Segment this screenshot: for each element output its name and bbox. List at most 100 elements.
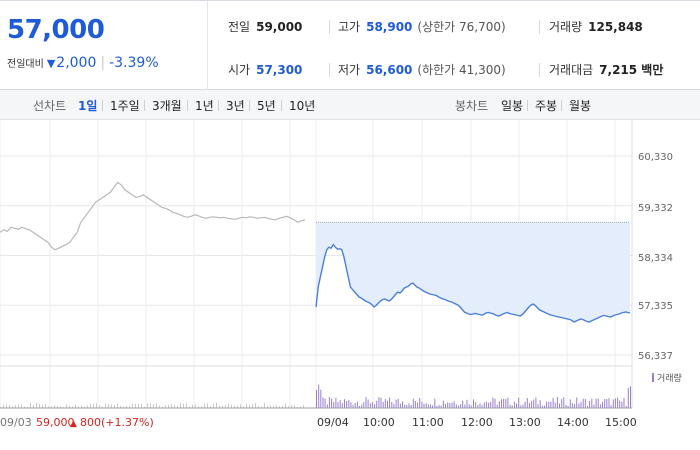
y-tick-label: 58,334	[638, 253, 673, 264]
volume-bar	[123, 406, 124, 408]
volume-bar	[189, 406, 190, 408]
volume-bar	[18, 404, 19, 408]
volume-bar	[99, 405, 100, 408]
open-value: 57,300	[256, 63, 303, 77]
price-box: 57,000 전일대비 ▼2,000 | -3.39%	[0, 1, 208, 90]
volume-bar	[402, 401, 403, 408]
volume-bar	[147, 403, 148, 408]
volume-bar	[240, 404, 241, 408]
volume-bar	[174, 405, 175, 408]
candle-monthly[interactable]: 월봉	[569, 99, 592, 113]
volume-bar	[473, 399, 474, 408]
volume-bar	[505, 399, 507, 408]
prev-day-close: 59,000	[36, 416, 75, 429]
volume-bar	[39, 403, 40, 408]
volume-bar	[198, 406, 199, 408]
volume-bar	[331, 398, 333, 408]
volume-bar	[367, 399, 369, 408]
volume-bar	[408, 403, 410, 408]
volume-bar	[556, 397, 558, 408]
quote-panel: 57,000 전일대비 ▼2,000 | -3.39% 전일 59,000 고가 58,9…	[0, 0, 700, 90]
volume-bar	[9, 404, 10, 408]
volume-bar	[434, 398, 436, 408]
volume-bar	[177, 405, 178, 408]
volume-bar	[584, 399, 586, 408]
volume-bar	[414, 401, 416, 408]
volume-bar	[621, 401, 623, 408]
period-5y[interactable]: 5년	[257, 99, 276, 113]
volume-bar	[503, 399, 505, 408]
prev-day-series-line	[0, 181, 306, 251]
period-1y[interactable]: 1년	[195, 99, 214, 113]
toolbar-divider	[102, 100, 103, 111]
volume-bar	[552, 397, 554, 408]
down-arrow-icon: ▼	[46, 57, 56, 70]
volume-bar	[346, 401, 348, 408]
volume-bar	[328, 397, 330, 408]
volume-bar	[627, 387, 629, 408]
volume-bar	[279, 405, 280, 408]
volume-bar	[171, 404, 172, 408]
volume-bar	[361, 404, 363, 408]
open-label: 시가	[228, 63, 251, 77]
volume-bar	[531, 400, 533, 408]
volume-bar	[78, 406, 79, 408]
volume-bar	[48, 406, 49, 408]
volume-bar	[341, 403, 343, 408]
volume-bar	[378, 397, 380, 408]
period-3y[interactable]: 3년	[226, 99, 245, 113]
volume-bar	[481, 405, 483, 408]
period-10y[interactable]: 10년	[289, 99, 316, 113]
volume-bar	[464, 404, 466, 408]
volume-bar	[126, 405, 127, 408]
volume-bar	[159, 405, 160, 408]
volume-bar	[165, 405, 166, 408]
volume-bar	[288, 406, 289, 408]
volume-bar	[438, 405, 440, 408]
period-1w[interactable]: 1주일	[110, 99, 140, 113]
volume-bar	[442, 400, 444, 408]
volume-bar	[423, 404, 425, 408]
volume-bar	[69, 405, 70, 408]
volume-bar	[384, 399, 386, 408]
volume-bar	[180, 403, 181, 408]
low-value: 56,600	[366, 63, 413, 77]
volume-bar	[365, 397, 367, 408]
volume-bar	[228, 403, 229, 408]
volume-label: 거래량	[549, 20, 583, 34]
x-tick-label: 15:00	[605, 416, 637, 429]
x-tick-label-prev-day: 09/03	[0, 416, 32, 429]
period-1d[interactable]: 1일	[78, 99, 98, 113]
volume-bar	[303, 405, 304, 408]
volume-bar	[144, 406, 145, 408]
volume-bar	[350, 402, 352, 408]
volume-bar	[237, 405, 238, 408]
volume-bar	[335, 397, 337, 408]
candle-weekly[interactable]: 주봉	[535, 99, 558, 113]
change-value: 2,000	[56, 55, 97, 71]
volume-bar	[492, 397, 494, 408]
amount-label: 거래대금	[549, 63, 594, 77]
volume-bar	[436, 405, 438, 408]
volume-bar	[339, 400, 341, 408]
toolbar-divider	[281, 100, 282, 111]
volume-bar	[528, 402, 530, 408]
volume-bar	[276, 405, 277, 408]
volume-bar	[150, 403, 151, 408]
volume-bar	[494, 398, 496, 408]
volume-bar	[511, 405, 513, 408]
volume-bar	[282, 405, 283, 408]
period-3m[interactable]: 3개월	[152, 99, 182, 113]
volume-bar	[129, 405, 130, 408]
volume-bars	[0, 384, 631, 408]
volume-bar	[246, 404, 247, 408]
volume-bar	[455, 404, 457, 408]
candle-daily[interactable]: 일봉	[501, 99, 524, 113]
low-stat: 저가 56,600 (하한가 41,300)	[338, 61, 506, 78]
volume-bar	[614, 398, 616, 408]
volume-bar	[273, 405, 274, 408]
volume-bar	[354, 403, 356, 408]
volume-bar	[60, 406, 61, 408]
volume-bar	[457, 405, 459, 408]
volume-bar	[84, 406, 85, 408]
